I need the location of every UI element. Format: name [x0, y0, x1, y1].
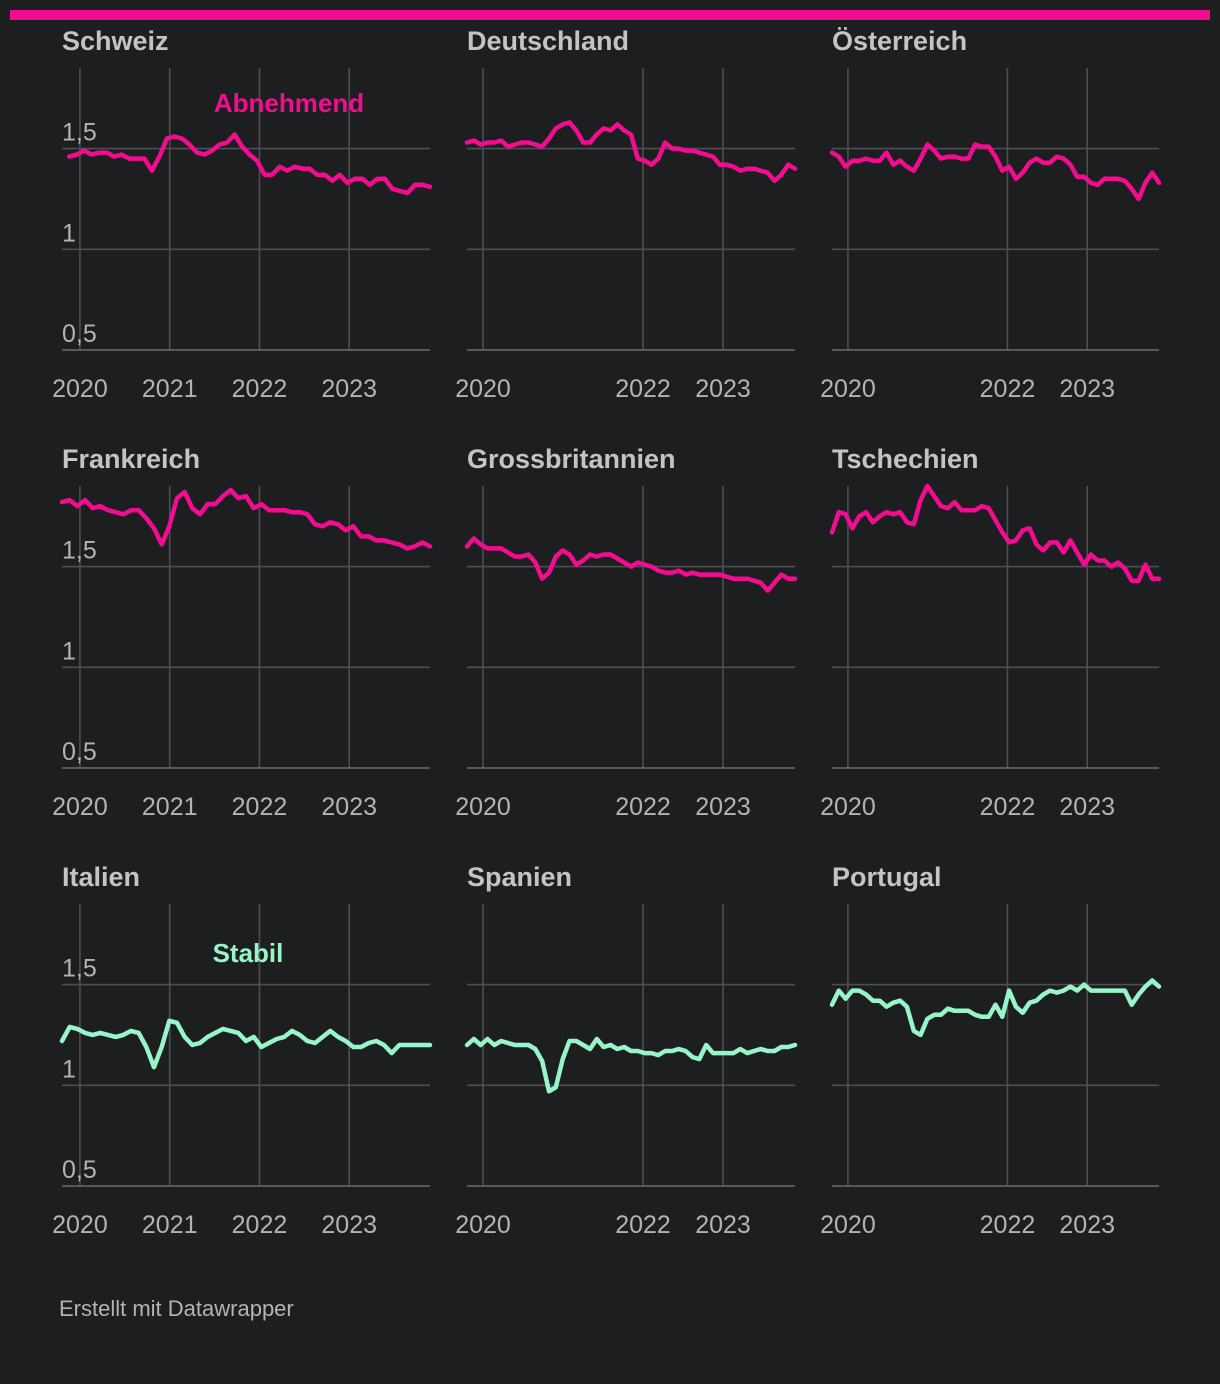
series-line	[59, 1018, 433, 1070]
annotation-label: Stabil	[213, 938, 284, 968]
panel-title: Tschechien	[832, 444, 979, 474]
y-tick-label: 0,5	[62, 320, 97, 348]
y-tick-label: 1,5	[62, 537, 97, 565]
panel-title: Österreich	[832, 26, 967, 56]
x-tick-label: 2022	[232, 1211, 288, 1239]
y-tick-label: 0,5	[62, 1156, 97, 1184]
x-tick-label: 2023	[1059, 793, 1115, 821]
chart-panel: Grossbritannien 2020 2022 2023	[455, 444, 798, 821]
x-tick-label: 2022	[615, 793, 671, 821]
panel-title: Spanien	[467, 862, 572, 892]
chart-panel: Österreich 2020 2022 2023	[820, 26, 1162, 403]
panel-title: Frankreich	[62, 444, 200, 474]
chart-panel: Portugal 2020 2022 2023	[820, 862, 1162, 1239]
x-tick-label: 2020	[52, 375, 108, 403]
x-tick-label: 2020	[820, 1211, 876, 1239]
x-tick-label: 2023	[321, 1211, 377, 1239]
x-tick-label: 2020	[455, 793, 511, 821]
series-line	[829, 142, 1162, 202]
x-tick-label: 2022	[615, 375, 671, 403]
y-tick-label: 1,5	[62, 119, 97, 147]
series-line	[66, 132, 433, 196]
panel-title: Deutschland	[467, 26, 629, 56]
x-tick-label: 2020	[52, 793, 108, 821]
y-tick-label: 1	[62, 219, 76, 247]
panel-title: Portugal	[832, 862, 942, 892]
series-line	[829, 978, 1162, 1038]
x-tick-label: 2023	[321, 375, 377, 403]
y-tick-label: 1	[62, 1055, 76, 1083]
series-line	[464, 536, 798, 593]
panel-title: Grossbritannien	[467, 444, 676, 474]
accent-bar	[10, 10, 1210, 20]
chart-panel: Spanien 2020 2022 2023	[455, 862, 798, 1239]
x-tick-label: 2021	[142, 1211, 198, 1239]
x-tick-label: 2023	[695, 793, 751, 821]
x-tick-label: 2020	[820, 793, 876, 821]
x-tick-label: 2022	[980, 1211, 1036, 1239]
y-tick-label: 1,5	[62, 955, 97, 983]
x-tick-label: 2021	[142, 793, 198, 821]
series-line	[59, 487, 433, 551]
x-tick-label: 2020	[455, 375, 511, 403]
x-tick-label: 2022	[980, 793, 1036, 821]
x-tick-label: 2022	[232, 793, 288, 821]
x-tick-label: 2023	[1059, 375, 1115, 403]
panel-title: Schweiz	[62, 26, 169, 56]
chart-panel: Frankreich 2020 2021 2022 2023 0,5 1 1,5	[52, 444, 433, 821]
x-tick-label: 2023	[1059, 1211, 1115, 1239]
series-line	[829, 483, 1162, 583]
x-tick-label: 2023	[321, 793, 377, 821]
annotation-label: Abnehmend	[214, 88, 364, 118]
x-tick-label: 2022	[615, 1211, 671, 1239]
series-line	[464, 120, 798, 184]
chart-panel: Tschechien 2020 2022 2023	[820, 444, 1162, 821]
x-tick-label: 2023	[695, 375, 751, 403]
x-tick-label: 2021	[142, 375, 198, 403]
x-tick-label: 2020	[455, 1211, 511, 1239]
y-tick-label: 0,5	[62, 738, 97, 766]
chart-panel: Deutschland 2020 2022 2023	[455, 26, 798, 403]
chart-panel: Italien 2020 2021 2022 2023 0,5 1 1,5 Stabil	[52, 862, 433, 1239]
credit-text: Erstellt mit Datawrapper	[59, 1296, 294, 1321]
panel-title: Italien	[62, 862, 140, 892]
x-tick-label: 2020	[52, 1211, 108, 1239]
y-tick-label: 1	[62, 637, 76, 665]
x-tick-label: 2020	[820, 375, 876, 403]
x-tick-label: 2023	[695, 1211, 751, 1239]
x-tick-label: 2022	[232, 375, 288, 403]
x-tick-label: 2022	[980, 375, 1036, 403]
series-line	[464, 1036, 798, 1094]
chart-panel: Schweiz 2020 2021 2022 2023 0,5 1 1,5 Abnehmend	[52, 26, 433, 403]
